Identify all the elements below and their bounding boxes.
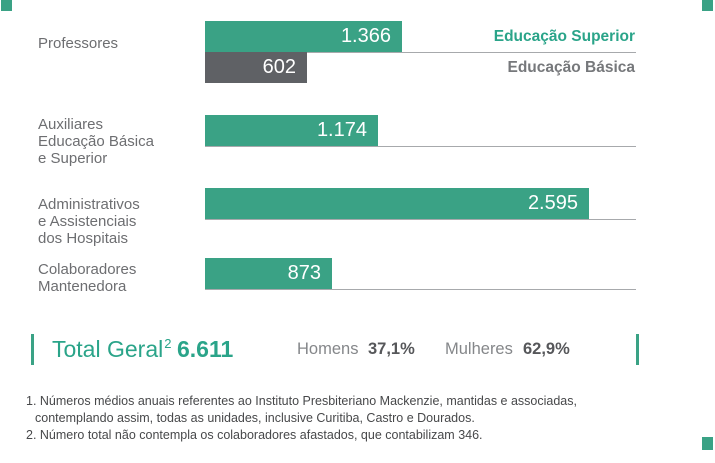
footnote-line: contemplando assim, todas as unidades, i… [35, 411, 475, 425]
corner-mark-bottom-right [702, 437, 713, 450]
row-label-line: dos Hospitais [38, 230, 129, 247]
bar-baseline [205, 52, 636, 53]
row-label: Colaboradores Mantenedora [38, 261, 203, 295]
mulheres-value: 62,9% [523, 340, 570, 358]
mulheres-label: Mulheres [445, 340, 513, 358]
row-label-line: e Superior [38, 150, 108, 167]
bar-baseline [205, 289, 636, 290]
bar-baseline [205, 219, 636, 220]
bar-value: 873 [287, 262, 321, 284]
row-label: Auxiliares Educação Básica e Superior [38, 116, 203, 167]
row-label: Professores [38, 35, 203, 52]
row-label-line: Educação Básica [38, 133, 154, 150]
row-label-line: Mantenedora [38, 278, 127, 295]
row-label-line: Administrativos [38, 196, 140, 213]
bar: 602 [205, 52, 307, 83]
footnotes: 1. Números médios anuais referentes ao I… [26, 393, 646, 444]
total-label-text: Total Geral [52, 336, 164, 362]
total-left-tick [31, 334, 34, 365]
total-right-tick [636, 334, 639, 365]
footnote-line: 1. Números médios anuais referentes ao I… [26, 394, 577, 408]
row-label-line: Auxiliares [38, 116, 104, 133]
row-label-line: e Assistenciais [38, 213, 137, 230]
bar: 1.174 [205, 115, 378, 146]
bar: 873 [205, 258, 332, 289]
row-label-line: Colaboradores [38, 261, 137, 278]
homens-value: 37,1% [368, 340, 415, 358]
bar-baseline [205, 146, 636, 147]
total-label: Total Geral 2 [52, 334, 171, 365]
total-footnote-ref: 2 [164, 336, 172, 351]
total-value: 6.611 [177, 336, 234, 362]
row-label: Administrativos e Assistenciais dos Hospit… [38, 196, 203, 247]
row-label-line: Professores [38, 35, 119, 52]
footnote-line: 2. Número total não contempla os colabor… [26, 428, 483, 442]
legend-educacao-basica: Educação Básica [507, 59, 635, 76]
legend-educacao-superior: Educação Superior [493, 28, 635, 45]
bar-value: 2.595 [527, 192, 578, 214]
homens-label: Homens [297, 340, 359, 358]
corner-mark-top-right [702, 0, 713, 11]
bar: 1.366 [205, 21, 402, 52]
bar-value: 1.366 [340, 25, 391, 47]
bar-value: 602 [262, 56, 296, 78]
bar: 2.595 [205, 188, 589, 219]
corner-mark-top-left [1, 0, 12, 11]
bar-value: 1.174 [316, 119, 367, 141]
